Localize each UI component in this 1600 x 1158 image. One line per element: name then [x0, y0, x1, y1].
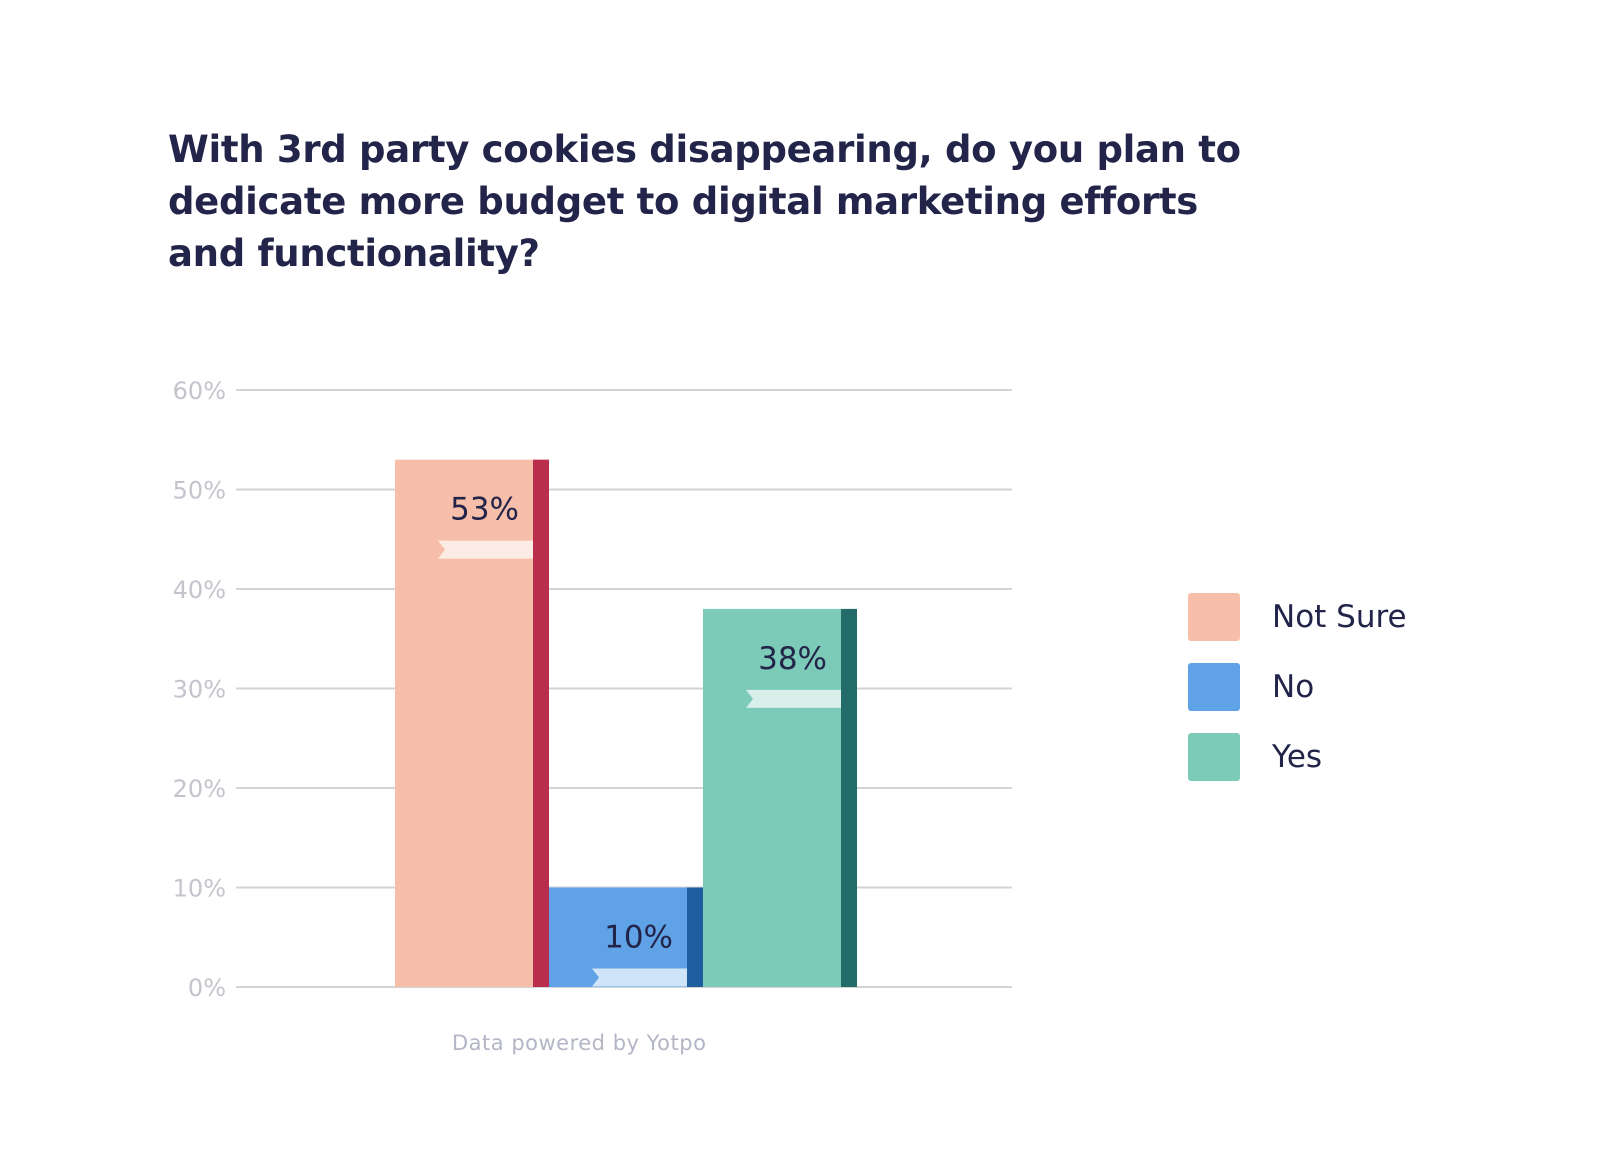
- bar-edge-yes: [841, 608, 857, 987]
- value-label-not-sure: 53%: [450, 492, 519, 528]
- bar-chart: 0% 10% 20% 30% 40% 50% 60% 53% 10% 38%: [173, 377, 1012, 1000]
- chart-title-line-2: dedicate more budget to digital marketin…: [168, 180, 1199, 223]
- bar-edge-no: [687, 887, 703, 987]
- chart-title-line-1: With 3rd party cookies disappearing, do …: [168, 128, 1241, 171]
- y-tick-label-30: 30%: [173, 676, 226, 704]
- legend-swatch-not-sure: [1188, 593, 1240, 641]
- legend-swatch-no: [1188, 663, 1240, 711]
- value-label-yes: 38%: [758, 641, 827, 677]
- legend-swatch-yes: [1188, 733, 1240, 781]
- bar-not-sure: [395, 459, 533, 987]
- bar-yes: [703, 608, 841, 987]
- bar-edge-not-sure: [533, 459, 549, 987]
- y-tick-label-60: 60%: [173, 377, 226, 405]
- value-ribbon-no: [592, 968, 687, 987]
- legend-label-not-sure: Not Sure: [1272, 599, 1407, 635]
- y-tick-label-10: 10%: [173, 875, 226, 903]
- footer-credit: Data powered by Yotpo: [452, 1031, 707, 1055]
- value-ribbon-not-sure: [438, 540, 533, 559]
- legend-label-yes: Yes: [1272, 739, 1323, 775]
- y-tick-label-40: 40%: [173, 576, 226, 604]
- bars: [395, 459, 857, 987]
- y-tick-label-20: 20%: [173, 775, 226, 803]
- gridlines: [236, 389, 1012, 988]
- chart-title: With 3rd party cookies disappearing, do …: [168, 124, 1248, 280]
- value-label-no: 10%: [604, 920, 673, 956]
- y-axis-ticks: 0% 10% 20% 30% 40% 50% 60%: [173, 377, 226, 1000]
- value-labels: 53% 10% 38%: [450, 492, 827, 956]
- chart-title-line-3: and functionality?: [168, 232, 540, 275]
- y-tick-label-50: 50%: [173, 477, 226, 505]
- legend-label-no: No: [1272, 669, 1315, 705]
- y-tick-label-0: 0%: [188, 974, 226, 1000]
- value-ribbon-yes: [746, 689, 841, 708]
